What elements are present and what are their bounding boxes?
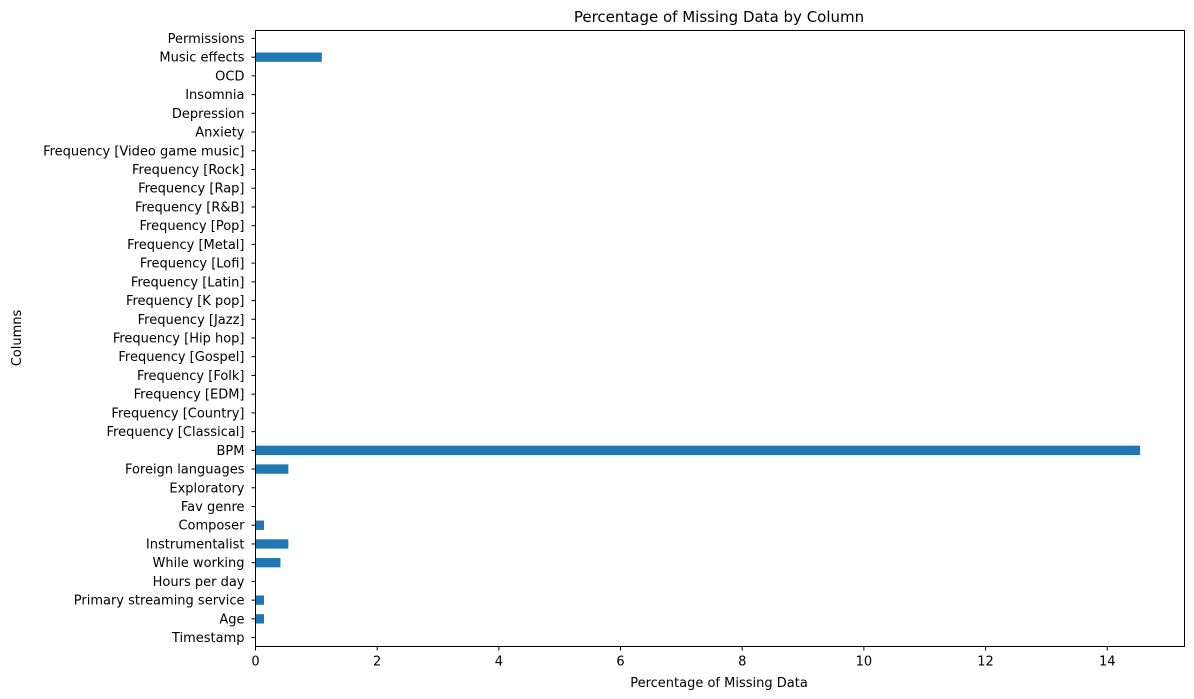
x-tick-label-6: 12 [977, 655, 994, 670]
y-tick-label-29: Insomnia [185, 88, 244, 103]
y-tick-label-23: Frequency [R&B] [135, 200, 245, 215]
bar-9 [255, 464, 289, 474]
y-tick-label-2: Primary streaming service [74, 594, 245, 609]
y-tick-label-12: Frequency [Country] [111, 406, 244, 421]
y-tick-label-28: Depression [172, 107, 245, 122]
y-tick-label-9: Foreign languages [125, 463, 245, 478]
bar-5 [255, 539, 289, 549]
y-tick-label-13: Frequency [EDM] [134, 388, 245, 403]
chart-title: Percentage of Missing Data by Column [574, 8, 864, 26]
bar-4 [255, 558, 281, 568]
x-tick-label-3: 6 [616, 655, 624, 670]
y-tick-label-11: Frequency [Classical] [107, 425, 245, 440]
y-tick-label-7: Fav genre [181, 500, 245, 515]
x-tick-label-5: 10 [856, 655, 873, 670]
y-tick-label-21: Frequency [Metal] [127, 238, 244, 253]
y-tick-label-19: Frequency [Latin] [131, 275, 245, 290]
y-tick-label-0: Timestamp [171, 631, 245, 646]
plot-frame [255, 30, 1185, 647]
bar-2 [255, 595, 265, 605]
y-tick-label-10: BPM [217, 444, 245, 459]
y-tick-label-17: Frequency [Jazz] [138, 313, 245, 328]
y-tick-label-6: Composer [178, 519, 245, 534]
y-tick-label-5: Instrumentalist [146, 537, 245, 552]
y-tick-label-18: Frequency [K pop] [126, 294, 245, 309]
y-tick-label-32: Permissions [168, 32, 245, 47]
x-tick-label-1: 2 [373, 655, 381, 670]
y-tick-label-22: Frequency [Pop] [139, 219, 244, 234]
bars-group [255, 52, 1141, 624]
x-tick-label-4: 8 [738, 655, 746, 670]
bar-6 [255, 520, 265, 530]
x-axis-ticks: 0 2 4 6 8 10 12 14 [251, 646, 1116, 670]
y-tick-label-3: Hours per day [153, 575, 245, 590]
y-tick-label-25: Frequency [Rock] [132, 163, 245, 178]
y-tick-label-30: OCD [215, 69, 244, 84]
x-tick-label-7: 14 [1099, 655, 1116, 670]
y-tick-label-14: Frequency [Folk] [137, 369, 245, 384]
y-tick-label-1: Age [219, 612, 244, 627]
y-tick-label-31: Music effects [159, 51, 244, 66]
x-tick-label-2: 4 [495, 655, 503, 670]
y-axis-ticks: Timestamp Age Primary streaming service Hou… [43, 32, 256, 646]
y-axis-label: Columns [10, 309, 25, 366]
y-tick-label-24: Frequency [Rap] [138, 182, 244, 197]
bar-10 [255, 445, 1141, 456]
y-tick-label-20: Frequency [Lofi] [140, 257, 245, 272]
x-tick-label-0: 0 [251, 655, 259, 670]
y-tick-label-27: Anxiety [195, 126, 245, 141]
bar-1 [255, 614, 265, 624]
y-tick-label-15: Frequency [Gospel] [118, 350, 244, 365]
x-axis-label: Percentage of Missing Data [630, 676, 808, 691]
y-tick-label-26: Frequency [Video game music] [43, 144, 244, 159]
y-tick-label-16: Frequency [Hip hop] [113, 332, 245, 347]
y-tick-label-4: While working [152, 556, 244, 571]
bar-31 [255, 52, 322, 62]
y-tick-label-8: Exploratory [169, 481, 244, 496]
